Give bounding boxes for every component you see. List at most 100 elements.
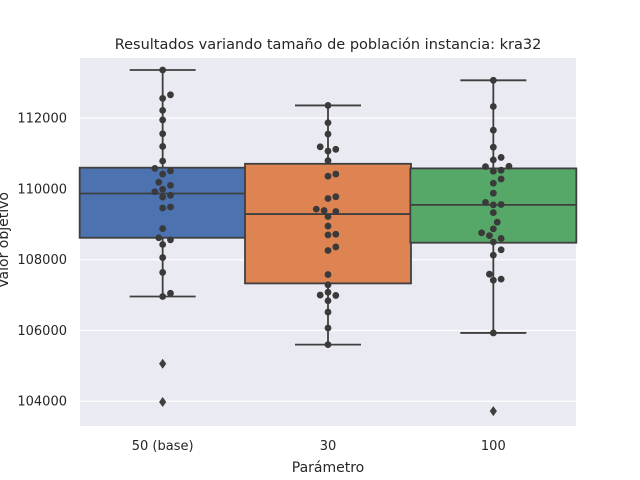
data-point: [324, 247, 332, 254]
data-point: [151, 188, 159, 196]
data-point: [159, 116, 167, 124]
data-point: [497, 175, 505, 183]
data-point: [489, 225, 497, 233]
data-point: [324, 147, 332, 155]
data-point: [167, 191, 174, 199]
outlier-marker: [489, 406, 497, 417]
data-point: [159, 204, 167, 212]
data-point: [324, 222, 332, 230]
y-tick-labels: 104000 106000 108000 110000 112000: [17, 112, 67, 410]
x-tick-labels: 50 (base) 30 100: [132, 439, 506, 454]
data-point: [324, 172, 332, 180]
data-point: [332, 208, 340, 215]
data-point: [324, 341, 332, 349]
data-point: [316, 291, 324, 299]
data-point: [159, 241, 167, 248]
data-point: [324, 130, 332, 138]
data-point: [497, 154, 505, 161]
data-point: [497, 275, 505, 283]
y-tick-label: 104000: [17, 395, 67, 410]
data-point: [324, 213, 332, 220]
data-point: [324, 297, 332, 305]
data-point: [159, 94, 167, 102]
data-point: [167, 91, 174, 99]
data-point: [324, 271, 332, 278]
data-point: [324, 288, 332, 296]
data-point: [482, 163, 489, 171]
data-point: [324, 157, 332, 165]
data-point: [489, 189, 497, 197]
data-point: [505, 162, 513, 170]
data-point: [489, 329, 497, 337]
data-point: [332, 170, 340, 178]
data-point: [497, 166, 505, 174]
data-point: [324, 324, 332, 332]
y-tick-label: 106000: [17, 324, 67, 339]
data-point: [489, 179, 497, 187]
y-axis-label: Valor objetivo: [0, 192, 12, 288]
data-point: [332, 193, 340, 201]
data-point: [497, 235, 505, 242]
data-point: [159, 157, 167, 165]
data-point: [312, 205, 320, 213]
data-point: [167, 181, 174, 189]
data-point: [497, 246, 505, 254]
outlier-marker: [159, 358, 167, 369]
data-point: [489, 251, 497, 259]
data-point: [489, 238, 497, 246]
data-point: [493, 218, 501, 226]
data-point: [167, 203, 174, 211]
swarm-points-layer: [151, 66, 513, 349]
data-point: [332, 243, 340, 251]
data-point: [482, 198, 489, 206]
data-point: [489, 126, 497, 134]
data-point: [159, 225, 167, 232]
data-point: [486, 232, 493, 240]
data-point: [159, 106, 167, 114]
data-point: [159, 254, 167, 261]
data-point: [489, 143, 497, 151]
x-tick-label: 50 (base): [132, 439, 194, 454]
data-point: [159, 143, 167, 150]
x-axis-label: Parámetro: [292, 460, 364, 476]
data-point: [324, 308, 332, 316]
data-point: [489, 103, 497, 110]
outlier-marker: [159, 396, 167, 407]
data-point: [159, 193, 167, 201]
data-point: [489, 156, 497, 164]
data-point: [332, 145, 340, 153]
data-point: [478, 229, 486, 237]
y-tick-label: 108000: [17, 253, 67, 268]
data-point: [316, 143, 324, 151]
data-point: [489, 276, 497, 284]
data-point: [324, 231, 332, 239]
x-tick-label: 30: [320, 439, 337, 454]
data-point: [324, 102, 332, 109]
y-tick-label: 112000: [17, 112, 67, 127]
data-point: [497, 201, 505, 208]
data-point: [167, 236, 174, 244]
data-point: [332, 230, 340, 238]
data-point: [486, 270, 493, 278]
data-point: [155, 234, 163, 242]
data-point: [489, 76, 497, 84]
data-point: [155, 178, 163, 186]
data-point: [489, 167, 497, 175]
data-point: [159, 66, 167, 74]
x-tick-label: 100: [481, 439, 506, 454]
data-point: [324, 195, 332, 202]
data-point: [489, 209, 497, 217]
data-point: [324, 281, 332, 289]
data-point: [159, 185, 167, 193]
data-point: [320, 207, 328, 214]
y-tick-label: 110000: [17, 182, 67, 197]
data-point: [167, 167, 174, 175]
data-point: [159, 170, 167, 178]
chart-title: Resultados variando tamaño de población …: [115, 37, 542, 53]
data-point: [151, 165, 159, 172]
data-point: [159, 269, 167, 276]
data-point: [159, 293, 167, 300]
data-point: [332, 292, 340, 299]
data-point: [159, 130, 167, 138]
